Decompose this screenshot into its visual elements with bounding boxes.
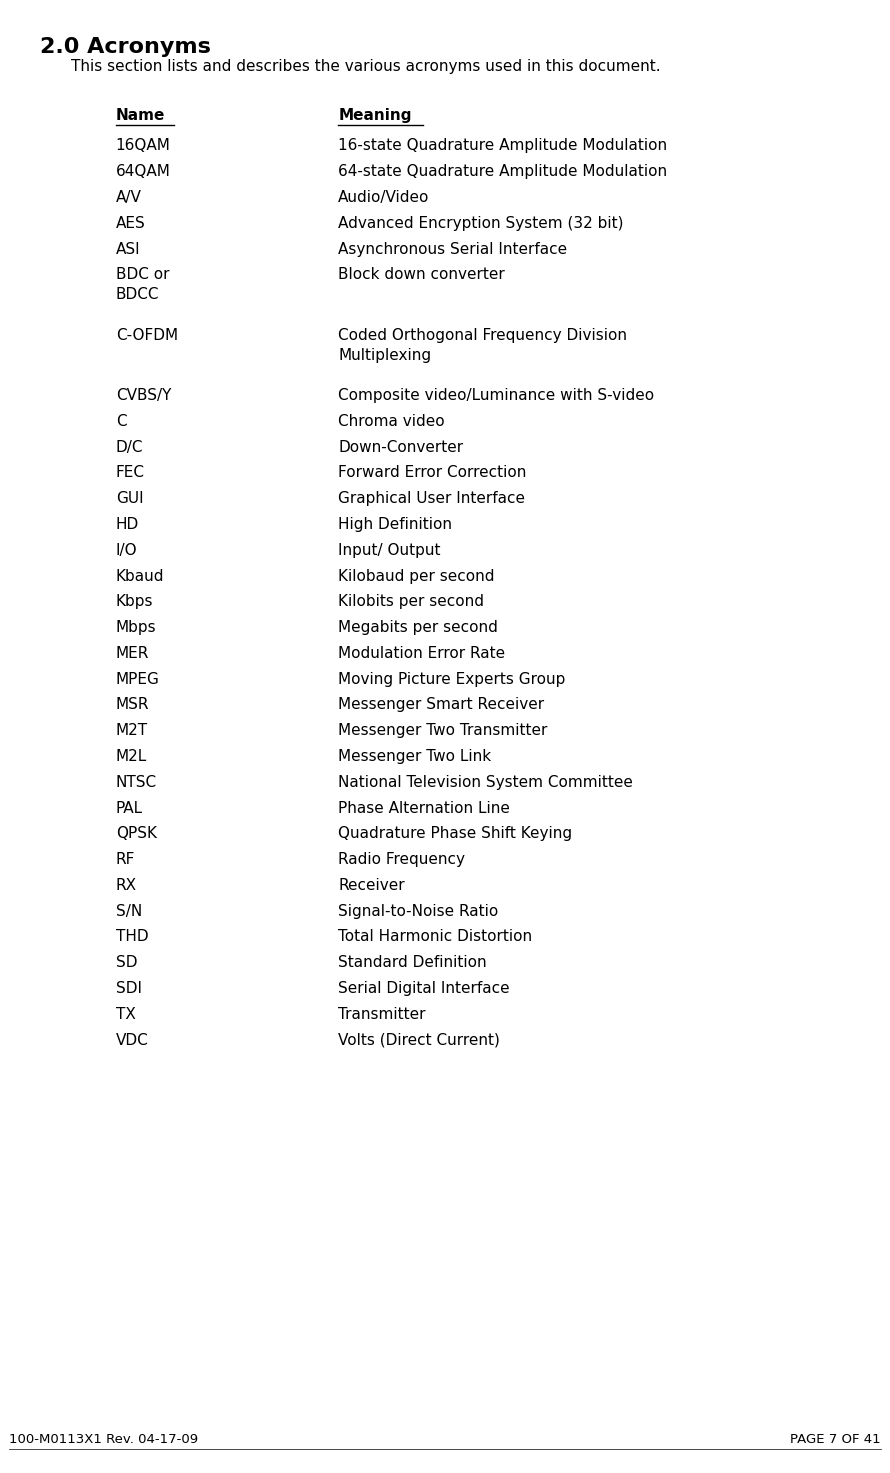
- Text: PAL: PAL: [116, 800, 142, 816]
- Text: SDI: SDI: [116, 981, 142, 996]
- Text: Megabits per second: Megabits per second: [338, 620, 498, 635]
- Text: Asynchronous Serial Interface: Asynchronous Serial Interface: [338, 242, 567, 256]
- Text: MSR: MSR: [116, 697, 150, 713]
- Text: 2.0 Acronyms: 2.0 Acronyms: [40, 37, 211, 57]
- Text: TX: TX: [116, 1006, 135, 1022]
- Text: QPSK: QPSK: [116, 826, 157, 841]
- Text: 64QAM: 64QAM: [116, 164, 171, 180]
- Text: Serial Digital Interface: Serial Digital Interface: [338, 981, 510, 996]
- Text: 16-state Quadrature Amplitude Modulation: 16-state Quadrature Amplitude Modulation: [338, 138, 668, 153]
- Text: MER: MER: [116, 645, 150, 661]
- Text: C-OFDM: C-OFDM: [116, 327, 178, 343]
- Text: FEC: FEC: [116, 465, 145, 480]
- Text: Chroma video: Chroma video: [338, 414, 445, 429]
- Text: M2L: M2L: [116, 748, 147, 764]
- Text: NTSC: NTSC: [116, 775, 157, 790]
- Text: Messenger Two Transmitter: Messenger Two Transmitter: [338, 723, 547, 738]
- Text: Down-Converter: Down-Converter: [338, 439, 464, 455]
- Text: M2T: M2T: [116, 723, 148, 738]
- Text: Kilobits per second: Kilobits per second: [338, 594, 484, 610]
- Text: Audio/Video: Audio/Video: [338, 190, 430, 205]
- Text: Total Harmonic Distortion: Total Harmonic Distortion: [338, 929, 532, 944]
- Text: Transmitter: Transmitter: [338, 1006, 425, 1022]
- Text: Kbps: Kbps: [116, 594, 153, 610]
- Text: D/C: D/C: [116, 439, 143, 455]
- Text: Forward Error Correction: Forward Error Correction: [338, 465, 527, 480]
- Text: High Definition: High Definition: [338, 517, 452, 532]
- Text: CVBS/Y: CVBS/Y: [116, 387, 171, 404]
- Text: Moving Picture Experts Group: Moving Picture Experts Group: [338, 672, 565, 686]
- Text: MPEG: MPEG: [116, 672, 159, 686]
- Text: S/N: S/N: [116, 903, 142, 919]
- Text: RF: RF: [116, 851, 135, 868]
- Text: ASI: ASI: [116, 242, 141, 256]
- Text: Composite video/Luminance with S-video: Composite video/Luminance with S-video: [338, 387, 654, 404]
- Text: HD: HD: [116, 517, 139, 532]
- Text: Phase Alternation Line: Phase Alternation Line: [338, 800, 510, 816]
- Text: 64-state Quadrature Amplitude Modulation: 64-state Quadrature Amplitude Modulation: [338, 164, 668, 180]
- Text: Mbps: Mbps: [116, 620, 157, 635]
- Text: Meaning: Meaning: [338, 108, 412, 122]
- Text: Kilobaud per second: Kilobaud per second: [338, 569, 495, 583]
- Text: Block down converter: Block down converter: [338, 267, 505, 283]
- Text: This section lists and describes the various acronyms used in this document.: This section lists and describes the var…: [71, 59, 661, 74]
- Text: THD: THD: [116, 929, 149, 944]
- Text: Input/ Output: Input/ Output: [338, 542, 441, 558]
- Text: National Television System Committee: National Television System Committee: [338, 775, 633, 790]
- Text: VDC: VDC: [116, 1033, 149, 1047]
- Text: Volts (Direct Current): Volts (Direct Current): [338, 1033, 500, 1047]
- Text: Messenger Two Link: Messenger Two Link: [338, 748, 491, 764]
- Text: Graphical User Interface: Graphical User Interface: [338, 491, 525, 507]
- Text: 100-M0113X1 Rev. 04-17-09: 100-M0113X1 Rev. 04-17-09: [9, 1433, 198, 1446]
- Text: Radio Frequency: Radio Frequency: [338, 851, 465, 868]
- Text: RX: RX: [116, 878, 137, 893]
- Text: Standard Definition: Standard Definition: [338, 955, 487, 971]
- Text: A/V: A/V: [116, 190, 142, 205]
- Text: Receiver: Receiver: [338, 878, 405, 893]
- Text: Signal-to-Noise Ratio: Signal-to-Noise Ratio: [338, 903, 498, 919]
- Text: I/O: I/O: [116, 542, 137, 558]
- Text: SD: SD: [116, 955, 137, 971]
- Text: PAGE 7 OF 41: PAGE 7 OF 41: [790, 1433, 881, 1446]
- Text: Quadrature Phase Shift Keying: Quadrature Phase Shift Keying: [338, 826, 572, 841]
- Text: BDC or
BDCC: BDC or BDCC: [116, 267, 169, 302]
- Text: C: C: [116, 414, 126, 429]
- Text: Coded Orthogonal Frequency Division
Multiplexing: Coded Orthogonal Frequency Division Mult…: [338, 327, 627, 362]
- Text: Kbaud: Kbaud: [116, 569, 164, 583]
- Text: 16QAM: 16QAM: [116, 138, 171, 153]
- Text: Advanced Encryption System (32 bit): Advanced Encryption System (32 bit): [338, 215, 624, 231]
- Text: AES: AES: [116, 215, 145, 231]
- Text: Messenger Smart Receiver: Messenger Smart Receiver: [338, 697, 545, 713]
- Text: Modulation Error Rate: Modulation Error Rate: [338, 645, 506, 661]
- Text: Name: Name: [116, 108, 165, 122]
- Text: GUI: GUI: [116, 491, 143, 507]
